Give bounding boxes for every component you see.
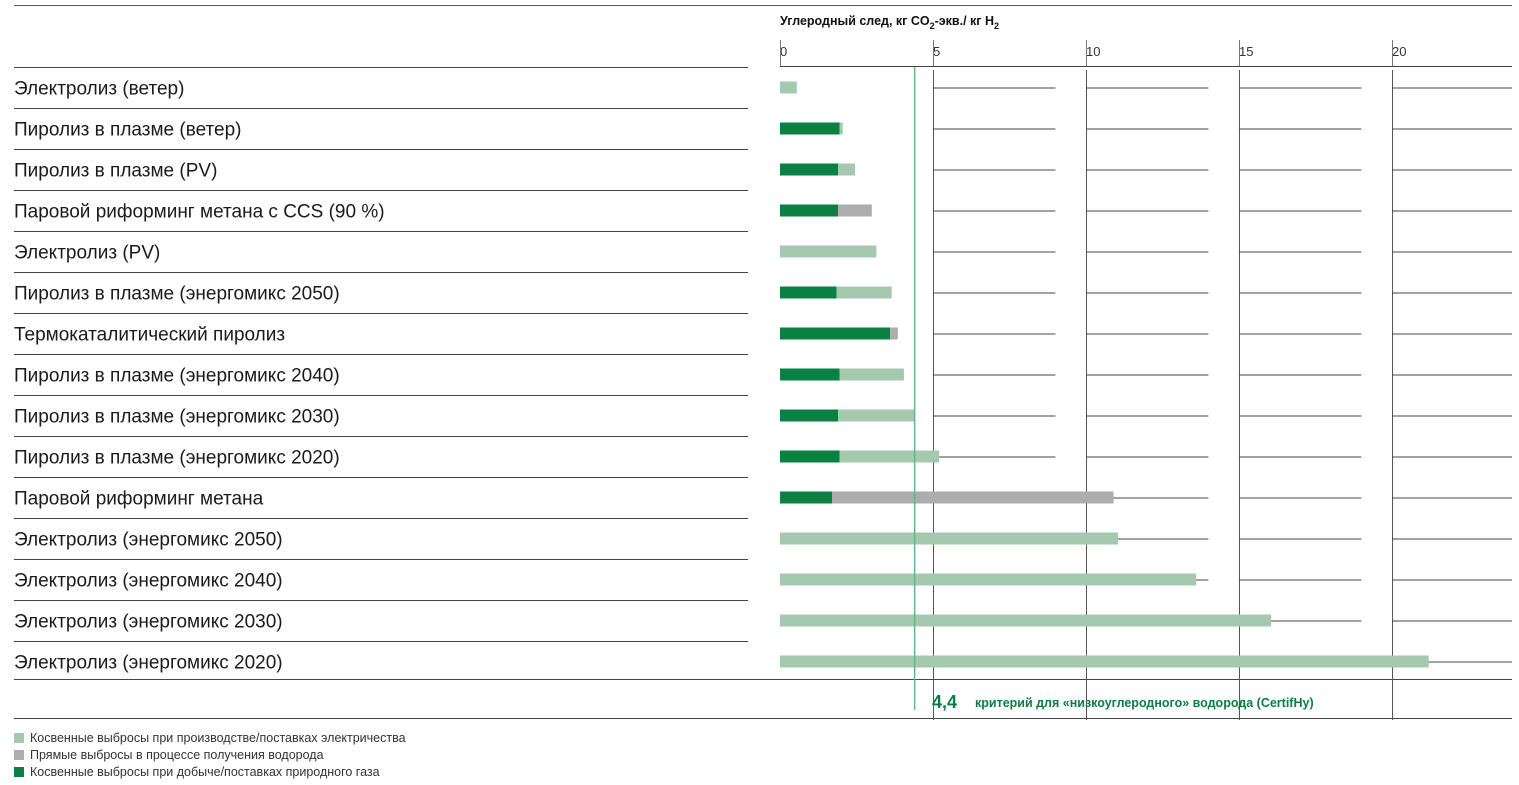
bar-segment [780,614,1272,627]
criterion-label: критерий для «низкоуглеродного» водорода… [975,696,1314,710]
x-tick-label: 15 [1239,44,1253,59]
bar-segment [839,368,904,381]
bar-segment [780,491,833,504]
category-label: Электролиз (энергомикс 2040) [14,571,283,592]
bar-segment [780,409,839,422]
legend-item: Прямые выбросы в процессе получения водо… [14,746,406,763]
bar-segment [780,655,1429,668]
legend-label: Косвенные выбросы при добыче/поставках п… [30,764,380,779]
criterion-group: 4,4 критерий для «низкоуглеродного» водор… [913,67,1314,712]
x-tick-label: 0 [780,44,787,59]
bar-segment [839,450,940,463]
axis-title: Углеродный след, кг CO2-экв./ кг H2 [780,14,999,31]
bar-segment [780,204,839,217]
bar-segment [780,286,837,299]
x-tick-label: 5 [933,44,940,59]
bar-segment [836,286,892,299]
bar-segment [832,491,1114,504]
bar-segment [780,532,1119,545]
category-label: Пиролиз в плазме (PV) [14,161,217,182]
bar-segment [780,122,840,135]
legend: Косвенные выбросы при производстве/поста… [14,729,406,780]
x-axis-ticks: 0 5 10 15 20 [780,40,1406,720]
category-label: Паровой риформинг метана с CCS (90 %) [14,202,385,223]
chart-frame: Углеродный след, кг CO2-экв./ кг H2 [14,5,1512,719]
legend-item: Косвенные выбросы при добыче/поставках п… [14,763,406,780]
legend-item: Косвенные выбросы при производстве/поста… [14,729,406,746]
bar-segment [838,409,915,422]
bar-segment [838,163,855,176]
chart-bars [780,81,1429,668]
bar-segment [780,327,891,340]
chart-rows: Электролиз (ветер) Пиролиз в плазме (вете… [14,79,1512,674]
bar-segment [839,122,843,135]
x-tick-label: 20 [1392,44,1406,59]
category-label: Пиролиз в плазме (ветер) [14,120,242,141]
category-label: Электролиз (энергомикс 2020) [14,653,283,674]
category-label: Электролиз (PV) [14,243,160,264]
legend-swatch [14,732,24,743]
x-tick-label: 10 [1086,44,1100,59]
bar-segment [780,368,840,381]
legend-label: Прямые выбросы в процессе получения водо… [30,747,324,762]
category-label: Паровой риформинг метана [14,489,264,510]
category-label: Электролиз (энергомикс 2050) [14,530,283,551]
bar-segment [780,450,840,463]
category-label: Пиролиз в плазме (энергомикс 2050) [14,284,340,305]
bar-segment [838,204,872,217]
category-label: Пиролиз в плазме (энергомикс 2030) [14,407,340,428]
criterion-value: 4,4 [932,692,957,712]
legend-swatch [14,766,24,777]
bar-segment [780,163,839,176]
bar-segment [780,81,797,94]
category-label: Электролиз (ветер) [14,79,184,100]
legend-swatch [14,749,24,760]
bar-segment [780,245,877,258]
bar-segment [780,573,1197,586]
category-label: Пиролиз в плазме (энергомикс 2040) [14,366,340,387]
category-label: Термокаталитический пиролиз [14,325,285,346]
category-label: Пиролиз в плазме (энергомикс 2020) [14,448,340,469]
bar-segment [890,327,898,340]
legend-label: Косвенные выбросы при производстве/поста… [30,730,406,745]
category-label: Электролиз (энергомикс 2030) [14,612,283,633]
